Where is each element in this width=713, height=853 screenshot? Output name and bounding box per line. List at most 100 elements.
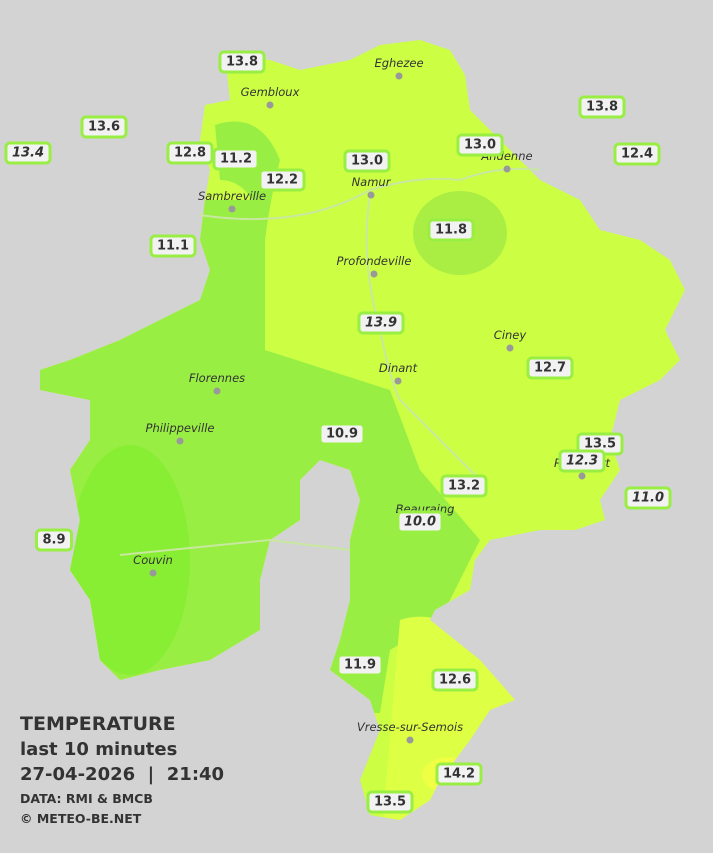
station-box [440, 474, 488, 498]
station-value: 11.0 [632, 491, 664, 506]
legend-copyright: © METEO-BE.NET [20, 811, 142, 826]
station-box [558, 449, 606, 473]
town-dot [149, 569, 157, 577]
station: 13.0 [343, 149, 391, 173]
station-value: 10.0 [404, 515, 436, 530]
station: 13.6 [80, 115, 128, 139]
town-dot [395, 72, 403, 80]
station-box [435, 762, 483, 786]
station-value: 12.6 [439, 673, 471, 688]
station-value: 12.2 [266, 173, 298, 188]
town-dot [266, 101, 274, 109]
river [119, 538, 351, 556]
station-value: 11.8 [435, 223, 467, 238]
town-dot [370, 270, 378, 278]
stations: 13.8 13.6 13.4 12.8 11.2 12.2 13.0 13.0 13.8 12.4… [4, 50, 672, 814]
station-box [318, 422, 366, 446]
station-box [218, 50, 266, 74]
town-label: Sambreville [198, 189, 266, 203]
town-label: Profondeville [337, 254, 412, 268]
station-value: 13.0 [464, 138, 496, 153]
town-label: Ciney [494, 328, 527, 342]
town-dot [578, 472, 586, 480]
station-box [166, 141, 214, 165]
station-value: 11.2 [220, 152, 252, 167]
station-box [526, 356, 574, 380]
station-value: 12.8 [174, 146, 206, 161]
station: 12.4 [613, 142, 661, 166]
station: 13.9 [357, 311, 405, 335]
station: 11.1 [149, 234, 197, 258]
station-value: 13.4 [12, 146, 44, 161]
station-value: 13.9 [365, 316, 397, 331]
station: 10.0 [396, 510, 444, 534]
station-value: 13.8 [226, 55, 258, 70]
station-box [336, 653, 384, 677]
station-value: 12.7 [534, 361, 566, 376]
town-label: Eghezee [374, 56, 423, 70]
station-value: 14.2 [443, 767, 475, 782]
town-label: Couvin [133, 553, 173, 567]
station-value: 13.0 [351, 154, 383, 169]
station-value: 12.4 [621, 147, 653, 162]
station: 11.9 [336, 653, 384, 677]
station-box [366, 790, 414, 814]
station-box [613, 142, 661, 166]
station: 13.5 [366, 790, 414, 814]
station-box [431, 668, 479, 692]
river [199, 167, 541, 221]
town-dot [367, 191, 375, 199]
station: 13.8 [218, 50, 266, 74]
town-label: Dinant [379, 361, 418, 375]
station-value: 11.1 [157, 239, 189, 254]
station: 12.7 [526, 356, 574, 380]
town-dot [213, 387, 221, 395]
station-box [624, 486, 672, 510]
town-dot [503, 165, 511, 173]
station: 12.8 [166, 141, 214, 165]
station-box [357, 311, 405, 335]
station: 12.2 [258, 168, 306, 192]
station: 12.3 [558, 449, 606, 473]
station: 14.2 [435, 762, 483, 786]
river [365, 194, 481, 481]
station: 13.8 [578, 95, 626, 119]
town-label: Vresse-sur-Semois [357, 720, 463, 734]
station-value: 13.8 [586, 100, 618, 115]
station: 11.8 [427, 218, 475, 242]
station-value: 13.5 [584, 437, 616, 452]
station-value: 13.5 [374, 795, 406, 810]
station-value: 13.6 [88, 120, 120, 135]
town-dot [176, 437, 184, 445]
legend-subtitle: last 10 minutes [20, 739, 177, 760]
station-box [80, 115, 128, 139]
town-dot [228, 205, 236, 213]
station: 13.2 [440, 474, 488, 498]
station: 13.0 [456, 133, 504, 157]
legend-source: DATA: RMI & BMCB [20, 791, 153, 806]
town-dot [506, 344, 514, 352]
station-value: 10.9 [326, 427, 358, 442]
station-value: 12.3 [566, 454, 598, 469]
station-value: 8.9 [42, 533, 65, 548]
station-box [212, 147, 260, 171]
town-dot [406, 736, 414, 744]
station: 11.0 [624, 486, 672, 510]
town-label: Namur [352, 175, 392, 189]
station-box [149, 234, 197, 258]
station-box [343, 149, 391, 173]
town-dot [394, 377, 402, 385]
station: 10.9 [318, 422, 366, 446]
town-label: Philippeville [146, 421, 215, 435]
town-label: Gembloux [241, 85, 300, 99]
station-value: 13.2 [448, 479, 480, 494]
station-box [4, 141, 52, 165]
station-box [578, 95, 626, 119]
station-box [427, 218, 475, 242]
station: 12.6 [431, 668, 479, 692]
station: 11.2 [212, 147, 260, 171]
legend-datetime: 27-04-2026 | 21:40 [20, 764, 224, 785]
station-box [396, 510, 444, 534]
station-box [456, 133, 504, 157]
